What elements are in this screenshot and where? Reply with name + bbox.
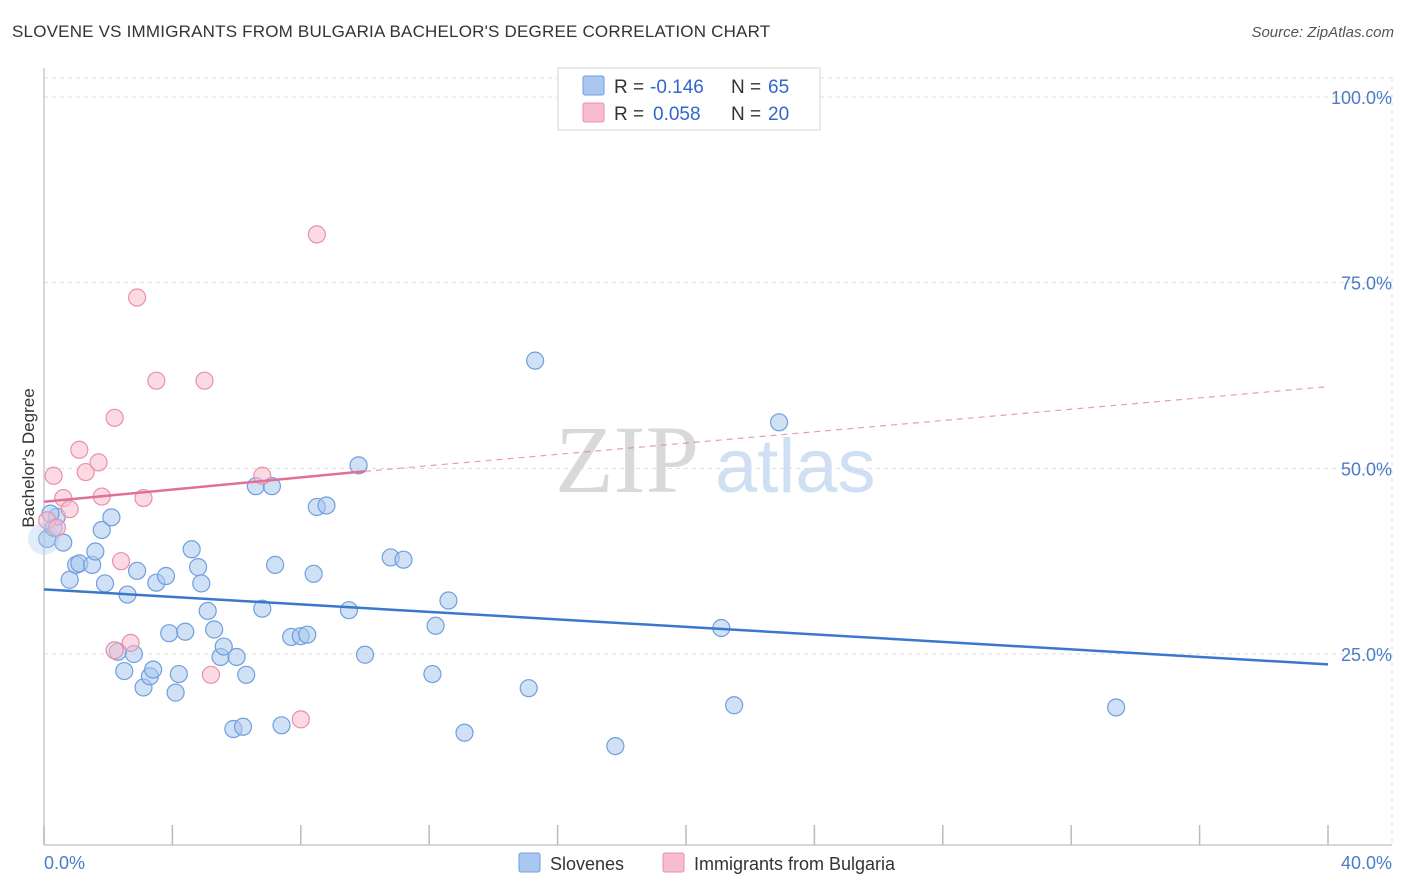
slovenes-point bbox=[115, 661, 134, 681]
x-tick-label-max: 40.0% bbox=[1341, 853, 1392, 873]
watermark-atlas: atlas bbox=[715, 424, 876, 509]
slovenes-point bbox=[426, 616, 445, 635]
slovenes-point bbox=[214, 637, 233, 656]
slovenes-point bbox=[102, 508, 121, 527]
series-legend-swatch-slovenes bbox=[518, 852, 541, 873]
bulgaria-point bbox=[307, 225, 326, 244]
slovenes-point bbox=[192, 574, 211, 593]
bulgaria-point bbox=[76, 462, 95, 482]
slovenes-point bbox=[1107, 698, 1126, 717]
slovenes-point bbox=[253, 599, 272, 618]
series-legend: Slovenes Immigrants from Bulgaria bbox=[518, 852, 896, 874]
slovenes-point bbox=[266, 555, 285, 574]
slovenes-point bbox=[519, 679, 538, 698]
bulgaria-point bbox=[291, 710, 310, 729]
slovenes-point bbox=[176, 622, 195, 641]
series-legend-label-slovenes: Slovenes bbox=[550, 854, 624, 874]
slovenes-point bbox=[317, 496, 336, 515]
points-layer bbox=[28, 225, 1126, 756]
bulgaria-point bbox=[111, 552, 131, 571]
bulgaria-point bbox=[195, 371, 214, 390]
bulgaria-trend-line bbox=[43, 470, 366, 503]
axes-layer: 25.0% 50.0% 75.0% 100.0% 0.0% 40.0% bbox=[43, 68, 1392, 873]
slovenes-point bbox=[304, 564, 323, 583]
stats-legend-swatch-bulgaria bbox=[582, 102, 605, 123]
slovenes-point bbox=[298, 625, 317, 644]
slovenes-point bbox=[92, 520, 111, 540]
bulgaria-point bbox=[201, 665, 221, 684]
y-tick-label-100: 100.0% bbox=[1331, 88, 1392, 108]
slovenes-point bbox=[725, 696, 744, 715]
slovenes-point bbox=[144, 660, 163, 679]
slovenes-point bbox=[205, 620, 224, 639]
series-legend-label-bulgaria: Immigrants from Bulgaria bbox=[694, 854, 896, 874]
stats-legend-r-value-1: -0.146 bbox=[650, 77, 704, 98]
bulgaria-point bbox=[121, 633, 140, 652]
series-legend-swatch-bulgaria bbox=[662, 852, 685, 873]
bulgaria-trend-extension bbox=[364, 386, 1329, 472]
bulgaria-point bbox=[89, 453, 108, 472]
trend-layer bbox=[43, 386, 1329, 666]
slovenes-point bbox=[394, 550, 413, 569]
slovenes-point bbox=[526, 351, 545, 370]
slovenes-trend-line bbox=[43, 588, 1329, 666]
slovenes-point bbox=[156, 566, 176, 586]
slovenes-point bbox=[198, 601, 217, 621]
slovenes-point bbox=[349, 456, 368, 475]
stats-legend-n-label-1: N = bbox=[731, 77, 761, 98]
slovenes-point bbox=[237, 665, 256, 684]
bulgaria-point bbox=[105, 641, 124, 660]
chart-title: SLOVENE VS IMMIGRANTS FROM BULGARIA BACH… bbox=[12, 22, 771, 41]
slovenes-point bbox=[86, 542, 105, 561]
slovenes-point bbox=[769, 413, 789, 432]
slovenes-point-cluster bbox=[28, 522, 60, 555]
slovenes-point bbox=[233, 717, 253, 736]
bulgaria-point bbox=[47, 518, 66, 537]
bulgaria-point bbox=[147, 371, 166, 390]
slovenes-point bbox=[272, 716, 291, 735]
slovenes-point bbox=[355, 645, 375, 664]
stats-legend-n-label-2: N = bbox=[731, 104, 761, 125]
stats-legend-n-value-2: 20 bbox=[768, 104, 789, 125]
y-tick-label-50: 50.0% bbox=[1341, 459, 1392, 479]
y-tick-label-25: 25.0% bbox=[1341, 645, 1392, 665]
slovenes-point bbox=[423, 664, 442, 684]
y-axis-title: Bachelor's Degree bbox=[19, 388, 38, 527]
stats-legend-r-label-1: R = bbox=[614, 77, 644, 98]
stats-legend-n-value-1: 65 bbox=[768, 77, 789, 98]
bulgaria-point bbox=[70, 440, 89, 459]
slovenes-point bbox=[455, 723, 474, 742]
stats-legend: R = -0.146 N = 65 R = 0.058 N = 20 bbox=[557, 67, 821, 131]
watermark: ZIP atlas bbox=[555, 406, 876, 513]
slovenes-point bbox=[339, 601, 359, 620]
bulgaria-point bbox=[44, 466, 63, 485]
bulgaria-point bbox=[127, 288, 147, 307]
slovenes-point bbox=[188, 558, 208, 577]
source-credit: Source: ZipAtlas.com bbox=[1251, 24, 1394, 41]
slovenes-point bbox=[127, 561, 147, 580]
slovenes-point bbox=[182, 540, 201, 559]
stats-legend-swatch-slovenes bbox=[582, 75, 605, 96]
slovenes-point bbox=[160, 624, 179, 643]
stats-legend-r-label-2: R = bbox=[614, 104, 644, 125]
slovenes-point bbox=[227, 647, 246, 667]
y-tick-label-75: 75.0% bbox=[1341, 274, 1392, 294]
slovenes-point bbox=[95, 574, 115, 593]
bulgaria-point bbox=[105, 408, 124, 427]
slovenes-point bbox=[169, 664, 188, 684]
bulgaria-point bbox=[60, 500, 79, 519]
slovenes-point bbox=[166, 683, 185, 702]
slovenes-point bbox=[606, 736, 625, 756]
stats-legend-r-value-2: 0.058 bbox=[653, 104, 701, 125]
watermark-zip: ZIP bbox=[555, 406, 699, 513]
slovenes-point bbox=[439, 591, 458, 610]
x-tick-label-min: 0.0% bbox=[44, 853, 85, 873]
